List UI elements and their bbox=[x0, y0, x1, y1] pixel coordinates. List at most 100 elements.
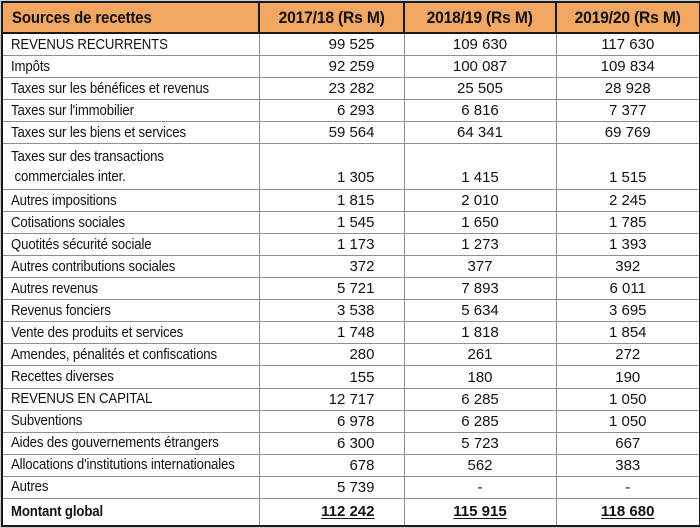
value-cell: 667 bbox=[555, 431, 700, 455]
row-label: Autres revenus bbox=[11, 279, 98, 297]
value-cell: 109 630 bbox=[403, 32, 557, 57]
row-label: REVENUS EN CAPITAL bbox=[11, 390, 153, 408]
value-cell: 6 816 bbox=[403, 99, 557, 123]
row-label: Taxes sur des transactions bbox=[11, 147, 164, 165]
value-cell: 1 545 bbox=[258, 211, 405, 235]
value-cell: 392 bbox=[555, 255, 700, 279]
value-cell: 1 650 bbox=[403, 211, 557, 235]
table-row: Impôts 92 259 100 087 109 834 bbox=[1, 55, 700, 79]
table-row: Taxes sur les biens et services 59 564 64 … bbox=[1, 121, 700, 145]
value-cell: 1 415 bbox=[403, 143, 557, 191]
row-label-line2: commerciales inter. bbox=[14, 167, 126, 185]
value-cell: 6 293 bbox=[258, 99, 405, 123]
row-label: Revenus fonciers bbox=[11, 301, 111, 319]
row-label-cell: Impôts bbox=[1, 55, 260, 79]
value-cell: 261 bbox=[403, 343, 557, 367]
value-cell: 2 245 bbox=[555, 189, 700, 213]
value-cell: 99 525 bbox=[258, 32, 405, 57]
value-cell: 1 050 bbox=[555, 409, 700, 433]
row-label-cell: Taxes sur des transactions commerciales i… bbox=[1, 143, 260, 191]
row-label-cell: Recettes diverses bbox=[1, 365, 260, 389]
table-header: Sources de recettes 2017/18 (Rs M) 2018/… bbox=[1, 1, 700, 34]
value-cell: 25 505 bbox=[403, 77, 557, 101]
row-label: Quotités sécurité sociale bbox=[11, 235, 152, 253]
row-label-cell: Aides des gouvernements étrangers bbox=[1, 431, 260, 455]
row-label-cell: Vente des produits et services bbox=[1, 321, 260, 345]
value-cell: 678 bbox=[258, 453, 405, 477]
value-cell: 1 785 bbox=[555, 211, 700, 235]
value-cell: 118 680 bbox=[555, 497, 700, 527]
value-cell: 112 242 bbox=[258, 497, 405, 527]
row-label-cell: Autres revenus bbox=[1, 277, 260, 301]
row-label: Amendes, pénalités et confiscations bbox=[11, 345, 217, 363]
header-label: 2019/20 (Rs M) bbox=[574, 7, 682, 27]
table-row: Amendes, pénalités et confiscations 280 26… bbox=[1, 343, 700, 367]
value-cell: 64 341 bbox=[403, 121, 557, 145]
value-cell: 562 bbox=[403, 453, 557, 477]
table-row: Taxes sur l'immobilier 6 293 6 816 7 377 bbox=[1, 99, 700, 123]
value-cell: 28 928 bbox=[555, 77, 700, 101]
value-cell: 1 050 bbox=[555, 387, 700, 411]
row-label-cell: Taxes sur les bénéfices et revenus bbox=[1, 77, 260, 101]
table-row: Autres 5 739- - bbox=[1, 475, 700, 499]
value-cell: 7 377 bbox=[555, 99, 700, 123]
row-label-cell: Revenus fonciers bbox=[1, 299, 260, 323]
row-label-cell: Montant global bbox=[1, 497, 260, 527]
row-label-cell: Autres contributions sociales bbox=[1, 255, 260, 279]
row-label-cell: REVENUS EN CAPITAL bbox=[1, 387, 260, 411]
value-cell: 190 bbox=[555, 365, 700, 389]
value-cell: 372 bbox=[258, 255, 405, 279]
value-cell: 155 bbox=[258, 365, 405, 389]
row-label-cell: Autres impositions bbox=[1, 189, 260, 213]
value-cell: - bbox=[403, 475, 557, 499]
table-row: REVENUS RECURRENTS 99 525 109 630 117 630 bbox=[1, 32, 700, 57]
value-cell: 92 259 bbox=[258, 55, 405, 79]
table-row: Allocations d'institutions international… bbox=[1, 453, 700, 477]
header-label: 2017/18 (Rs M) bbox=[278, 7, 385, 27]
value-cell: 280 bbox=[258, 343, 405, 367]
value-cell: 3 538 bbox=[258, 299, 405, 323]
row-label: Subventions bbox=[11, 412, 83, 430]
value-cell: 3 695 bbox=[555, 299, 700, 323]
value-cell: 100 087 bbox=[403, 55, 557, 79]
table-row: Aides des gouvernements étrangers 6 300 5 … bbox=[1, 431, 700, 455]
row-label: Impôts bbox=[11, 57, 50, 75]
table-row: Taxes sur des transactions commerciales i… bbox=[1, 143, 700, 191]
row-label: Recettes diverses bbox=[11, 368, 114, 385]
header-2017-18: 2017/18 (Rs M) bbox=[258, 1, 405, 34]
value-cell: 12 717 bbox=[258, 387, 405, 411]
value-cell: 5 723 bbox=[403, 431, 557, 455]
row-label: Autres contributions sociales bbox=[11, 257, 176, 275]
value-cell: 7 893 bbox=[403, 277, 557, 301]
value-cell: 180 bbox=[403, 365, 557, 389]
value-cell: 1 393 bbox=[555, 233, 700, 257]
table-row: Revenus fonciers 3 538 5 634 3 695 bbox=[1, 299, 700, 323]
row-label: Autres impositions bbox=[11, 191, 117, 209]
value-cell: 6 285 bbox=[403, 387, 557, 411]
value-cell: 1 818 bbox=[403, 321, 557, 345]
header-2018-19: 2018/19 (Rs M) bbox=[403, 1, 557, 34]
value-cell: - bbox=[555, 475, 700, 499]
table-row: Autres impositions 1 815 2 010 2 245 bbox=[1, 189, 700, 213]
row-label-cell: Cotisations sociales bbox=[1, 211, 260, 235]
value-cell: 272 bbox=[555, 343, 700, 367]
row-label: Taxes sur les biens et services bbox=[11, 123, 186, 141]
row-label: REVENUS RECURRENTS bbox=[11, 35, 168, 53]
value-cell: 1 273 bbox=[403, 233, 557, 257]
value-cell: 1 173 bbox=[258, 233, 405, 257]
row-label-cell: Amendes, pénalités et confiscations bbox=[1, 343, 260, 367]
row-label-cell: Taxes sur les biens et services bbox=[1, 121, 260, 145]
row-label-cell: Quotités sécurité sociale bbox=[1, 233, 260, 257]
table-row: Subventions 6 978 6 285 1 050 bbox=[1, 409, 700, 433]
header-label: Sources de recettes bbox=[12, 7, 152, 27]
value-cell: 69 769 bbox=[555, 121, 700, 145]
value-cell: 2 010 bbox=[403, 189, 557, 213]
value-cell: 6 300 bbox=[258, 431, 405, 455]
value-cell: 109 834 bbox=[555, 55, 700, 79]
row-label: Allocations d'institutions international… bbox=[11, 456, 235, 474]
header-2019-20: 2019/20 (Rs M) bbox=[555, 1, 700, 34]
total-row: Montant global 112 242 115 915 118 680 bbox=[1, 497, 700, 527]
row-label-cell: Taxes sur l'immobilier bbox=[1, 99, 260, 123]
